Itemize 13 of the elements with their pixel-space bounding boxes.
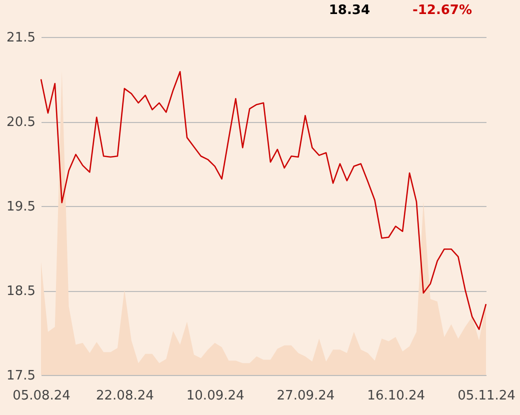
x-tick-label: 16.10.24 — [367, 388, 426, 404]
y-tick-label: 20.5 — [6, 115, 36, 130]
y-tick-label: 18.5 — [6, 284, 36, 299]
x-tick-label: 05.11.24 — [458, 388, 516, 404]
x-tick-label: 05.08.24 — [12, 388, 70, 404]
text: -12.67% — [412, 3, 472, 18]
text: 18.34 — [328, 3, 370, 18]
x-tick-label: 10.09.24 — [186, 388, 244, 404]
y-tick-label: 17.5 — [6, 368, 36, 384]
x-tick-label: 22.08.24 — [96, 388, 154, 404]
y-tick-label: 21.5 — [6, 30, 36, 46]
y-tick-label: 19.5 — [6, 200, 36, 214]
x-tick-label: 27.09.24 — [276, 388, 335, 404]
